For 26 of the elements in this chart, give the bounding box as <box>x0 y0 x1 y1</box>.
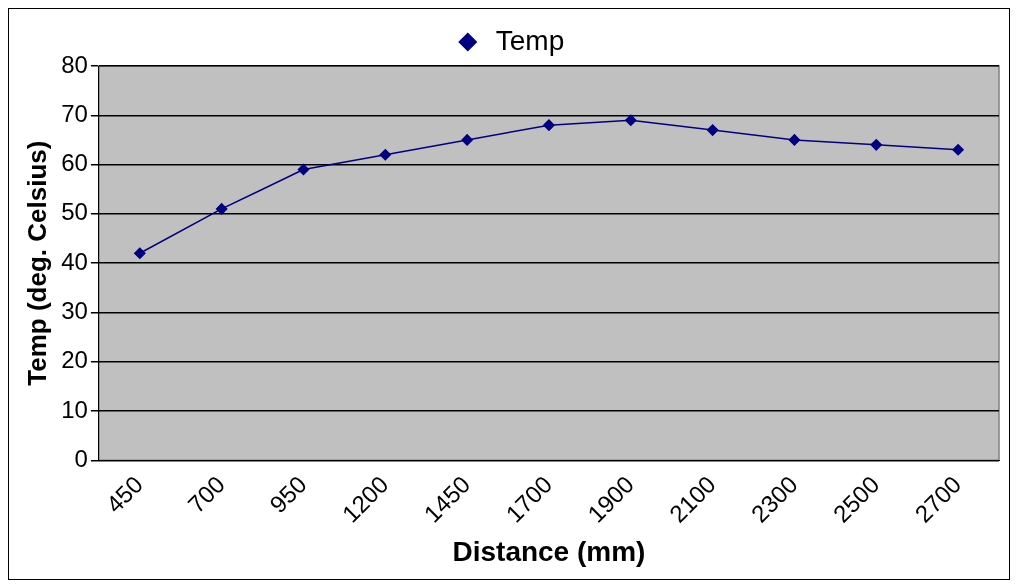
point <box>706 124 719 136</box>
y-tick-label: 40 <box>61 247 88 275</box>
point <box>134 247 146 260</box>
y-tick-label: 50 <box>61 198 88 226</box>
y-tick-label: 30 <box>61 297 88 325</box>
x-tick-label: 950 <box>264 470 312 518</box>
x-tick-label: 700 <box>182 470 230 518</box>
point <box>215 203 228 215</box>
y-axis-title: Temp (deg. Celsius) <box>21 140 52 386</box>
x-axis-title: Distance (mm) <box>452 535 646 567</box>
point <box>625 114 637 126</box>
legend-label: Temp <box>495 24 565 56</box>
y-tick-label: 80 <box>61 50 88 78</box>
y-tick-label: 20 <box>61 346 88 374</box>
point <box>788 134 801 146</box>
point <box>379 148 392 161</box>
x-tick-label: 450 <box>100 470 149 518</box>
point <box>297 163 310 176</box>
point <box>543 119 555 131</box>
y-tick-label: 60 <box>61 149 88 177</box>
point <box>461 134 473 146</box>
y-tick-label: 10 <box>61 395 88 423</box>
y-tick-label: 70 <box>61 99 88 127</box>
y-tick-label: 0 <box>74 444 88 472</box>
point <box>870 139 883 151</box>
point <box>952 144 964 156</box>
